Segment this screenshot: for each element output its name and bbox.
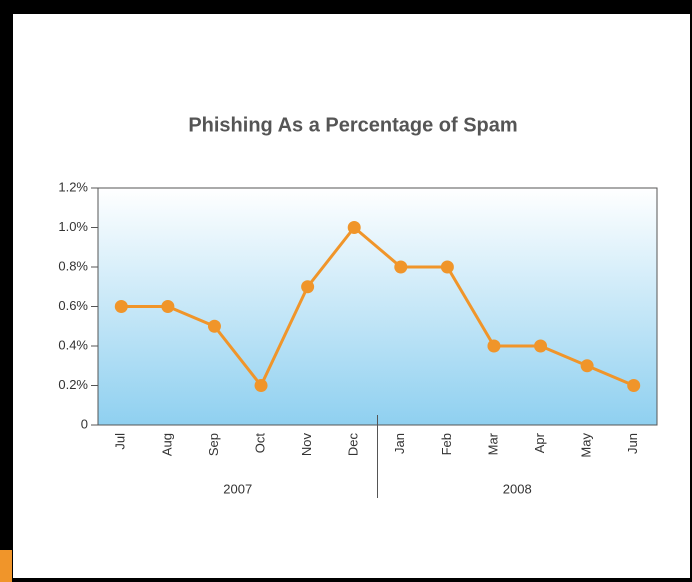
- x-tick-label: Nov: [299, 433, 314, 457]
- series-line: [121, 225, 635, 389]
- y-tick-label: 0: [81, 416, 88, 431]
- y-tick-label: 0.8%: [58, 258, 88, 273]
- corner-accent: [0, 550, 12, 582]
- group-label: 2008: [503, 481, 532, 496]
- y-tick-label: 1.0%: [58, 219, 88, 234]
- data-point: [114, 300, 128, 313]
- data-point: [207, 319, 221, 333]
- y-tick-label: 0.4%: [58, 337, 88, 352]
- data-point: [161, 300, 175, 313]
- x-tick-label: Feb: [439, 433, 454, 455]
- y-tick-label: 0.2%: [58, 377, 88, 392]
- data-point: [347, 221, 361, 234]
- data-point: [487, 339, 501, 353]
- x-tick-label: Oct: [252, 433, 267, 454]
- x-tick-label: Aug: [159, 433, 174, 456]
- x-tick-label: Dec: [346, 433, 361, 457]
- data-point: [534, 339, 548, 353]
- x-tick-label: May: [579, 433, 594, 458]
- plot-area: [97, 187, 658, 426]
- data-point: [394, 260, 408, 274]
- data-point: [580, 359, 594, 373]
- x-tick-label: Sep: [206, 433, 221, 456]
- x-tick-label: Apr: [532, 432, 547, 453]
- chart-title: Phishing As a Percentage of Spam: [188, 114, 517, 136]
- data-point: [440, 260, 454, 274]
- x-tick-label: Jun: [625, 433, 640, 454]
- group-label: 2007: [223, 481, 252, 496]
- x-tick-label: Jan: [392, 433, 407, 454]
- y-tick-label: 1.2%: [58, 179, 88, 194]
- x-tick-label: Mar: [485, 432, 500, 455]
- data-point: [254, 379, 268, 392]
- data-point: [301, 280, 315, 294]
- y-tick-label: 0.6%: [58, 298, 88, 313]
- data-point: [627, 379, 641, 392]
- x-tick-label: Jul: [113, 433, 128, 450]
